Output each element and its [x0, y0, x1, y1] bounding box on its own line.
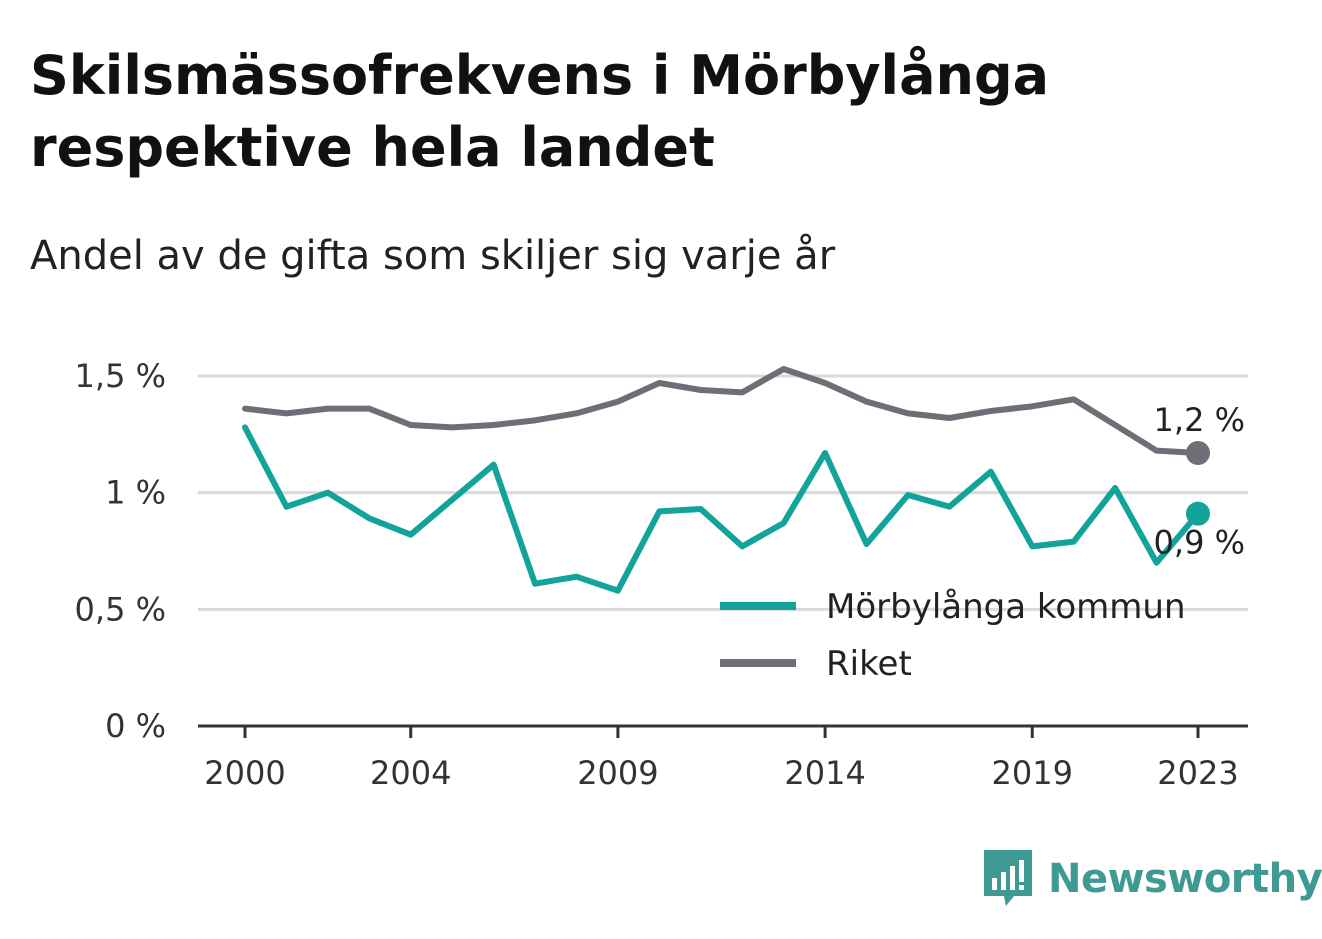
x-tick-label: 2009 [577, 754, 658, 792]
series-end-point-1 [1186, 441, 1210, 465]
newsworthy-logo-icon [984, 850, 1032, 906]
brand-name: Newsworthy [1048, 856, 1322, 902]
legend-label-0: Mörbylånga kommun [826, 587, 1186, 627]
y-tick-label: 0,5 % [75, 590, 166, 628]
series-line-0 [242, 424, 1201, 594]
x-tick-label: 2004 [370, 754, 451, 792]
series-lines [242, 366, 1210, 594]
x-tick-label: 2000 [204, 754, 285, 792]
chart-title: Skilsmässofrekvens i Mörbylånga respekti… [30, 44, 1050, 179]
series-end-point-0 [1186, 501, 1210, 526]
y-tick-label: 1 % [105, 474, 166, 512]
y-tick-label: 1,5 % [75, 357, 166, 395]
brand-logo: Newsworthy [980, 848, 1322, 910]
axes: 0 % 0,5 % 1 % 1,5 % 2000 2004 2009 2014 2019 2023 [75, 357, 1248, 792]
x-tick-label: 2019 [992, 754, 1073, 792]
end-label-morbylanga: 0,9 % [1154, 524, 1245, 562]
legend-label-1: Riket [826, 644, 912, 684]
x-tick-label: 2014 [784, 754, 865, 792]
end-labels: 1,2 % 0,9 % [1154, 401, 1245, 562]
y-tick-label: 0 % [105, 707, 166, 745]
end-label-riket: 1,2 % [1154, 401, 1245, 439]
series-line-1 [242, 366, 1201, 456]
chart-subtitle: Andel av de gifta som skiljer sig varje … [30, 233, 836, 279]
legend: Mörbylånga kommun Riket [720, 587, 1186, 684]
x-tick-label: 2023 [1157, 754, 1238, 792]
